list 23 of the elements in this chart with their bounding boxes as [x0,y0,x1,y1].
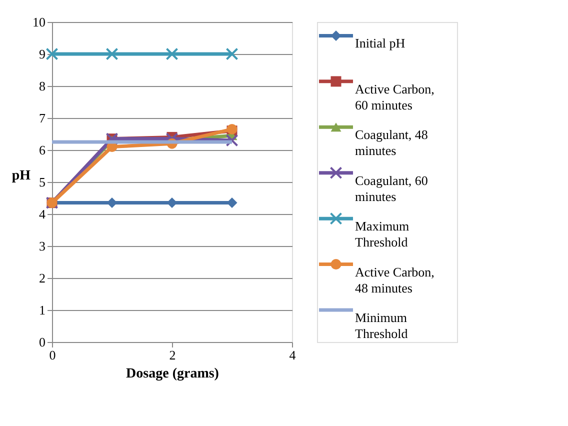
y-tick-label: 2 [39,270,46,286]
y-tick-label: 3 [39,238,46,254]
legend-label: Minimum Threshold [355,310,408,341]
legend-label: Active Carbon, 60 minutes [355,81,434,112]
y-tick-label: 8 [39,78,46,94]
x-tick-label: 2 [169,348,176,362]
y-tick-label: 6 [39,142,46,158]
y-tick-label: 1 [39,302,46,318]
y-axis-title: pH [12,168,31,184]
legend-label: Initial pH [355,36,406,51]
y-tick-label: 0 [39,334,46,350]
y-tick-label: 10 [32,14,46,30]
x-tick-label: 4 [289,348,296,362]
legend-label: Active Carbon, 48 minutes [355,264,434,296]
legend-label: Coagulant, 48 minutes [355,127,428,158]
x-axis-title: Dosage (grams) [126,366,220,382]
y-tick-label: 4 [39,206,46,222]
x-tick-label: 0 [49,348,56,362]
legend-label: Coagulant, 60 minutes [355,172,428,204]
y-tick-label: 5 [39,174,46,190]
legend-label: Maximum Threshold [355,218,410,250]
y-tick-label: 9 [39,46,46,62]
y-tick-label: 7 [39,110,46,126]
